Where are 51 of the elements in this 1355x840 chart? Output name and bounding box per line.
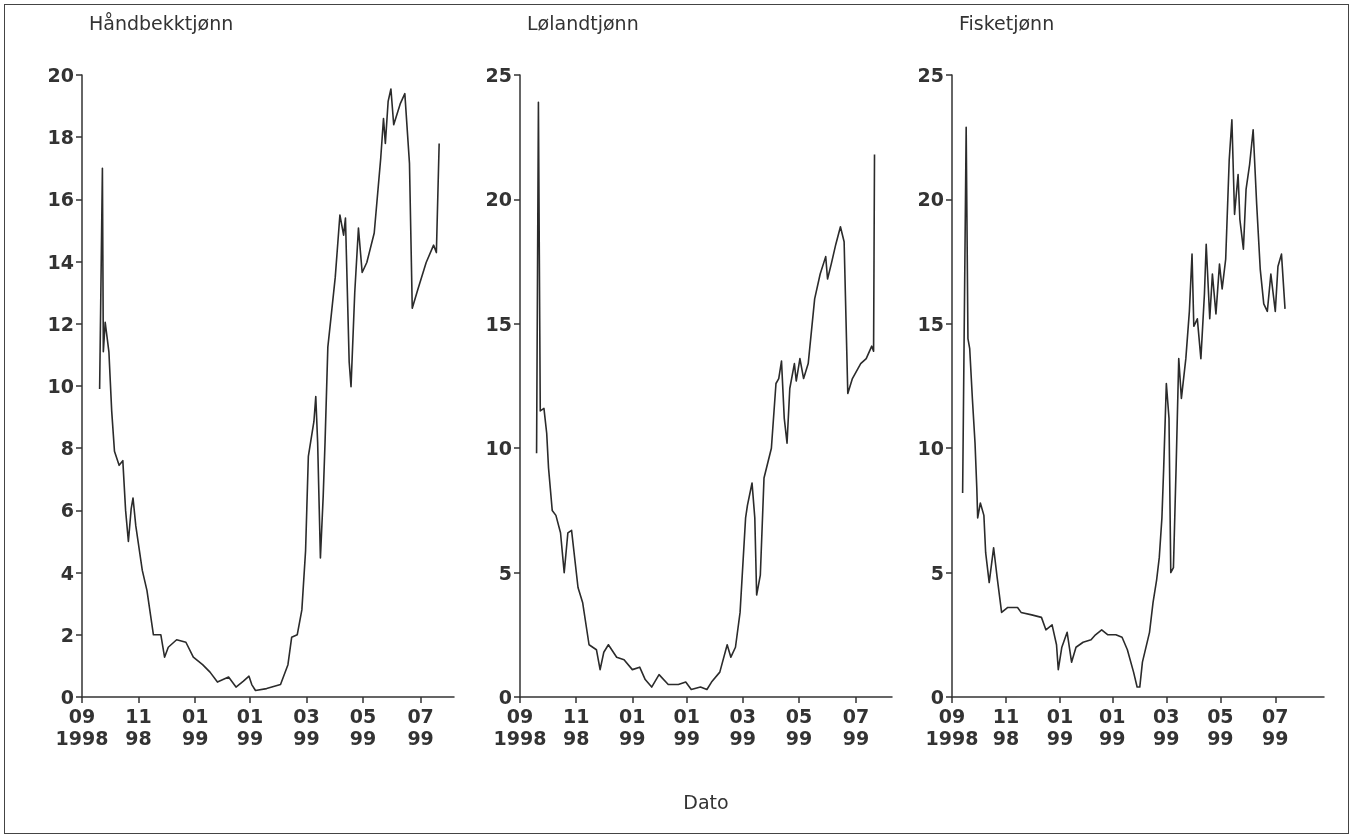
x-axis-title: Dato bbox=[683, 790, 729, 813]
y-tick-label: 20 bbox=[917, 188, 944, 211]
x-tick-label: 01 99 bbox=[619, 705, 646, 749]
x-tick-label: 01 99 bbox=[673, 705, 700, 749]
y-tick-label: 0 bbox=[498, 686, 512, 708]
y-tick-label: 0 bbox=[60, 686, 74, 708]
y-tick-label: 18 bbox=[47, 126, 74, 149]
y-tick-label: 10 bbox=[47, 375, 74, 397]
y-tick-label: 25 bbox=[917, 64, 944, 86]
line-series bbox=[961, 118, 1286, 688]
x-tick-label: 01 99 bbox=[181, 705, 209, 749]
y-tick-label: 5 bbox=[930, 561, 944, 584]
y-tick-label: 10 bbox=[917, 437, 944, 460]
line-series bbox=[535, 101, 876, 691]
y-tick-label: 20 bbox=[47, 64, 74, 86]
x-tick-label: 07 99 bbox=[842, 705, 870, 749]
x-tick-label: 05 99 bbox=[785, 705, 813, 749]
y-tick-label: 16 bbox=[47, 188, 74, 211]
y-tick-label: 6 bbox=[60, 499, 74, 522]
x-tick-label: 09 1998 bbox=[925, 705, 979, 749]
y-tick-label: 2 bbox=[60, 623, 74, 646]
y-tick-label: 15 bbox=[485, 312, 512, 335]
x-tick-label: 03 99 bbox=[293, 705, 320, 749]
y-tick-label: 0 bbox=[930, 686, 944, 708]
x-tick-label: 11 98 bbox=[562, 705, 590, 749]
line-series bbox=[98, 88, 440, 692]
y-tick-label: 5 bbox=[498, 561, 512, 584]
x-tick-label: 09 1998 bbox=[55, 705, 109, 749]
chart-title: Håndbekktjønn bbox=[89, 11, 234, 34]
x-tick-label: 11 98 bbox=[992, 705, 1020, 749]
y-tick-label: 8 bbox=[60, 437, 74, 460]
y-tick-label: 14 bbox=[47, 250, 74, 273]
y-tick-label: 20 bbox=[485, 188, 512, 211]
x-tick-label: 01 99 bbox=[1099, 705, 1126, 749]
x-tick-label: 05 99 bbox=[1207, 705, 1234, 749]
x-tick-label: 03 99 bbox=[1153, 705, 1180, 749]
x-tick-label: 03 99 bbox=[729, 705, 757, 749]
x-tick-label: 01 99 bbox=[236, 705, 264, 749]
chart-title: Lølandtjønn bbox=[527, 11, 639, 34]
y-tick-label: 15 bbox=[917, 312, 944, 335]
x-tick-label: 05 99 bbox=[349, 705, 377, 749]
y-tick-label: 25 bbox=[485, 64, 512, 86]
x-tick-label: 07 99 bbox=[1262, 705, 1289, 749]
chart-title: Fisketjønn bbox=[959, 11, 1055, 34]
x-tick-label: 11 98 bbox=[125, 705, 152, 749]
x-tick-label: 07 99 bbox=[407, 705, 434, 749]
x-tick-label: 01 99 bbox=[1046, 705, 1074, 749]
y-tick-label: 10 bbox=[485, 437, 512, 460]
x-tick-label: 09 1998 bbox=[493, 705, 547, 749]
y-tick-label: 12 bbox=[47, 312, 74, 335]
y-tick-label: 4 bbox=[60, 561, 74, 584]
